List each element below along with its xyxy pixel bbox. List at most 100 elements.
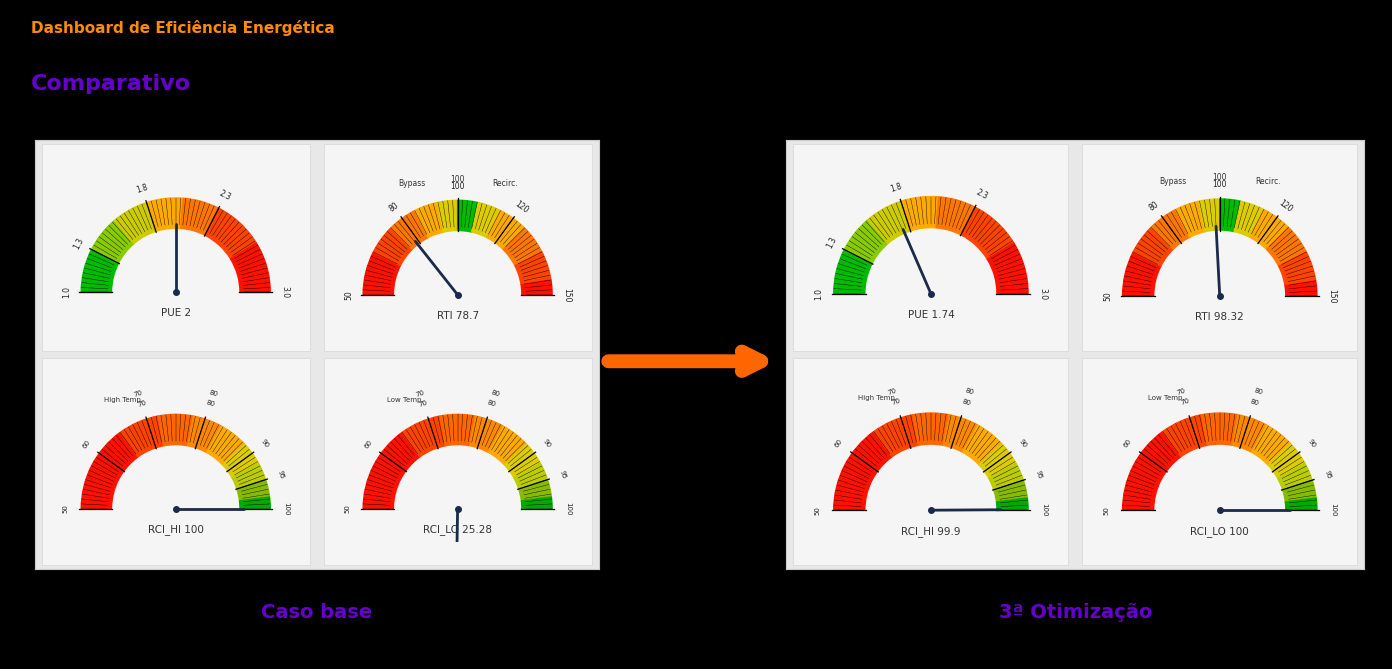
Wedge shape xyxy=(845,220,888,264)
Wedge shape xyxy=(114,203,156,244)
Wedge shape xyxy=(181,198,219,235)
Wedge shape xyxy=(363,432,420,509)
Wedge shape xyxy=(1199,199,1219,231)
Text: 80: 80 xyxy=(387,201,401,213)
Text: 95: 95 xyxy=(558,470,567,480)
Text: 100: 100 xyxy=(1041,504,1048,517)
Wedge shape xyxy=(522,497,553,509)
Text: 150: 150 xyxy=(562,288,571,302)
Wedge shape xyxy=(1201,413,1237,446)
Wedge shape xyxy=(232,464,266,489)
Wedge shape xyxy=(515,252,551,285)
Text: 2.3: 2.3 xyxy=(974,187,990,201)
Wedge shape xyxy=(834,432,892,510)
Wedge shape xyxy=(1235,201,1264,237)
Text: 80: 80 xyxy=(960,398,972,406)
Text: 60: 60 xyxy=(1123,438,1133,449)
Wedge shape xyxy=(437,200,458,232)
Wedge shape xyxy=(1268,444,1304,478)
Text: 1.8: 1.8 xyxy=(135,183,149,195)
Wedge shape xyxy=(1133,227,1173,266)
Wedge shape xyxy=(1122,252,1161,296)
Wedge shape xyxy=(363,252,401,295)
Text: 100: 100 xyxy=(1212,180,1226,189)
Wedge shape xyxy=(1151,209,1190,250)
Text: RCI_HI 100: RCI_HI 100 xyxy=(148,524,203,535)
Text: 80: 80 xyxy=(207,389,219,398)
Wedge shape xyxy=(239,497,270,509)
Text: 100: 100 xyxy=(1212,173,1226,182)
Wedge shape xyxy=(997,498,1029,510)
Text: 60: 60 xyxy=(363,438,373,450)
Text: RTI 78.7: RTI 78.7 xyxy=(437,310,479,320)
Text: High Temp.: High Temp. xyxy=(857,395,896,401)
Wedge shape xyxy=(188,416,221,452)
Wedge shape xyxy=(487,211,525,250)
Wedge shape xyxy=(935,197,974,235)
Text: 80: 80 xyxy=(1253,387,1264,396)
Text: 120: 120 xyxy=(1276,198,1295,213)
Wedge shape xyxy=(81,432,138,509)
Wedge shape xyxy=(874,415,919,457)
Wedge shape xyxy=(1162,415,1207,457)
Text: Low Temp.: Low Temp. xyxy=(387,397,425,403)
Wedge shape xyxy=(92,221,134,263)
Text: 60: 60 xyxy=(81,438,92,450)
Text: 120: 120 xyxy=(514,199,530,215)
Wedge shape xyxy=(120,416,164,457)
Wedge shape xyxy=(504,444,540,478)
Wedge shape xyxy=(521,280,553,295)
Wedge shape xyxy=(979,444,1016,478)
Wedge shape xyxy=(1219,199,1240,231)
Text: RCI_LO 100: RCI_LO 100 xyxy=(1190,526,1249,537)
Text: RCI_HI 99.9: RCI_HI 99.9 xyxy=(901,526,960,537)
Wedge shape xyxy=(1176,201,1205,237)
Text: 100: 100 xyxy=(284,502,290,516)
Wedge shape xyxy=(1285,281,1317,296)
Wedge shape xyxy=(834,250,871,294)
Text: 80: 80 xyxy=(487,399,497,408)
Wedge shape xyxy=(373,228,412,266)
Text: 1.0: 1.0 xyxy=(814,288,824,300)
Wedge shape xyxy=(1251,425,1290,465)
Text: PUE 2: PUE 2 xyxy=(160,308,191,318)
Text: 100: 100 xyxy=(1331,504,1336,517)
Wedge shape xyxy=(231,243,270,292)
Text: 95: 95 xyxy=(1034,470,1043,480)
Wedge shape xyxy=(1285,498,1317,510)
Text: Caso base: Caso base xyxy=(262,603,372,622)
Text: RCI_LO 25.28: RCI_LO 25.28 xyxy=(423,524,493,535)
Wedge shape xyxy=(402,416,445,457)
Text: 3ª Otimização: 3ª Otimização xyxy=(998,603,1153,622)
Text: 70: 70 xyxy=(415,389,426,398)
Wedge shape xyxy=(391,211,429,250)
Text: RTI 98.32: RTI 98.32 xyxy=(1196,312,1244,322)
Wedge shape xyxy=(987,243,1029,294)
Wedge shape xyxy=(1122,432,1180,510)
Text: 100: 100 xyxy=(451,175,465,184)
Wedge shape xyxy=(1282,480,1317,502)
Text: 1.0: 1.0 xyxy=(63,286,71,298)
Text: 50: 50 xyxy=(814,506,820,514)
Text: 90: 90 xyxy=(1307,438,1317,449)
Wedge shape xyxy=(440,414,475,446)
Wedge shape xyxy=(901,197,938,231)
Text: 100: 100 xyxy=(451,181,465,191)
Text: PUE 1.74: PUE 1.74 xyxy=(908,310,955,320)
Text: 90: 90 xyxy=(541,438,553,450)
Wedge shape xyxy=(472,203,501,237)
Wedge shape xyxy=(519,480,551,501)
Wedge shape xyxy=(960,207,1013,259)
Text: 50: 50 xyxy=(1102,506,1109,514)
Text: 50: 50 xyxy=(63,504,68,513)
Text: 70: 70 xyxy=(887,387,898,396)
Text: 90: 90 xyxy=(1018,438,1027,449)
Text: 80: 80 xyxy=(1147,199,1161,212)
Wedge shape xyxy=(1232,415,1267,452)
Text: Dashboard de Eficiência Energética: Dashboard de Eficiência Energética xyxy=(31,20,334,36)
Text: 150: 150 xyxy=(1327,289,1336,303)
Text: 80: 80 xyxy=(205,399,216,408)
Text: 90: 90 xyxy=(260,438,270,450)
Text: High Temp.: High Temp. xyxy=(104,397,143,403)
Wedge shape xyxy=(81,250,118,292)
